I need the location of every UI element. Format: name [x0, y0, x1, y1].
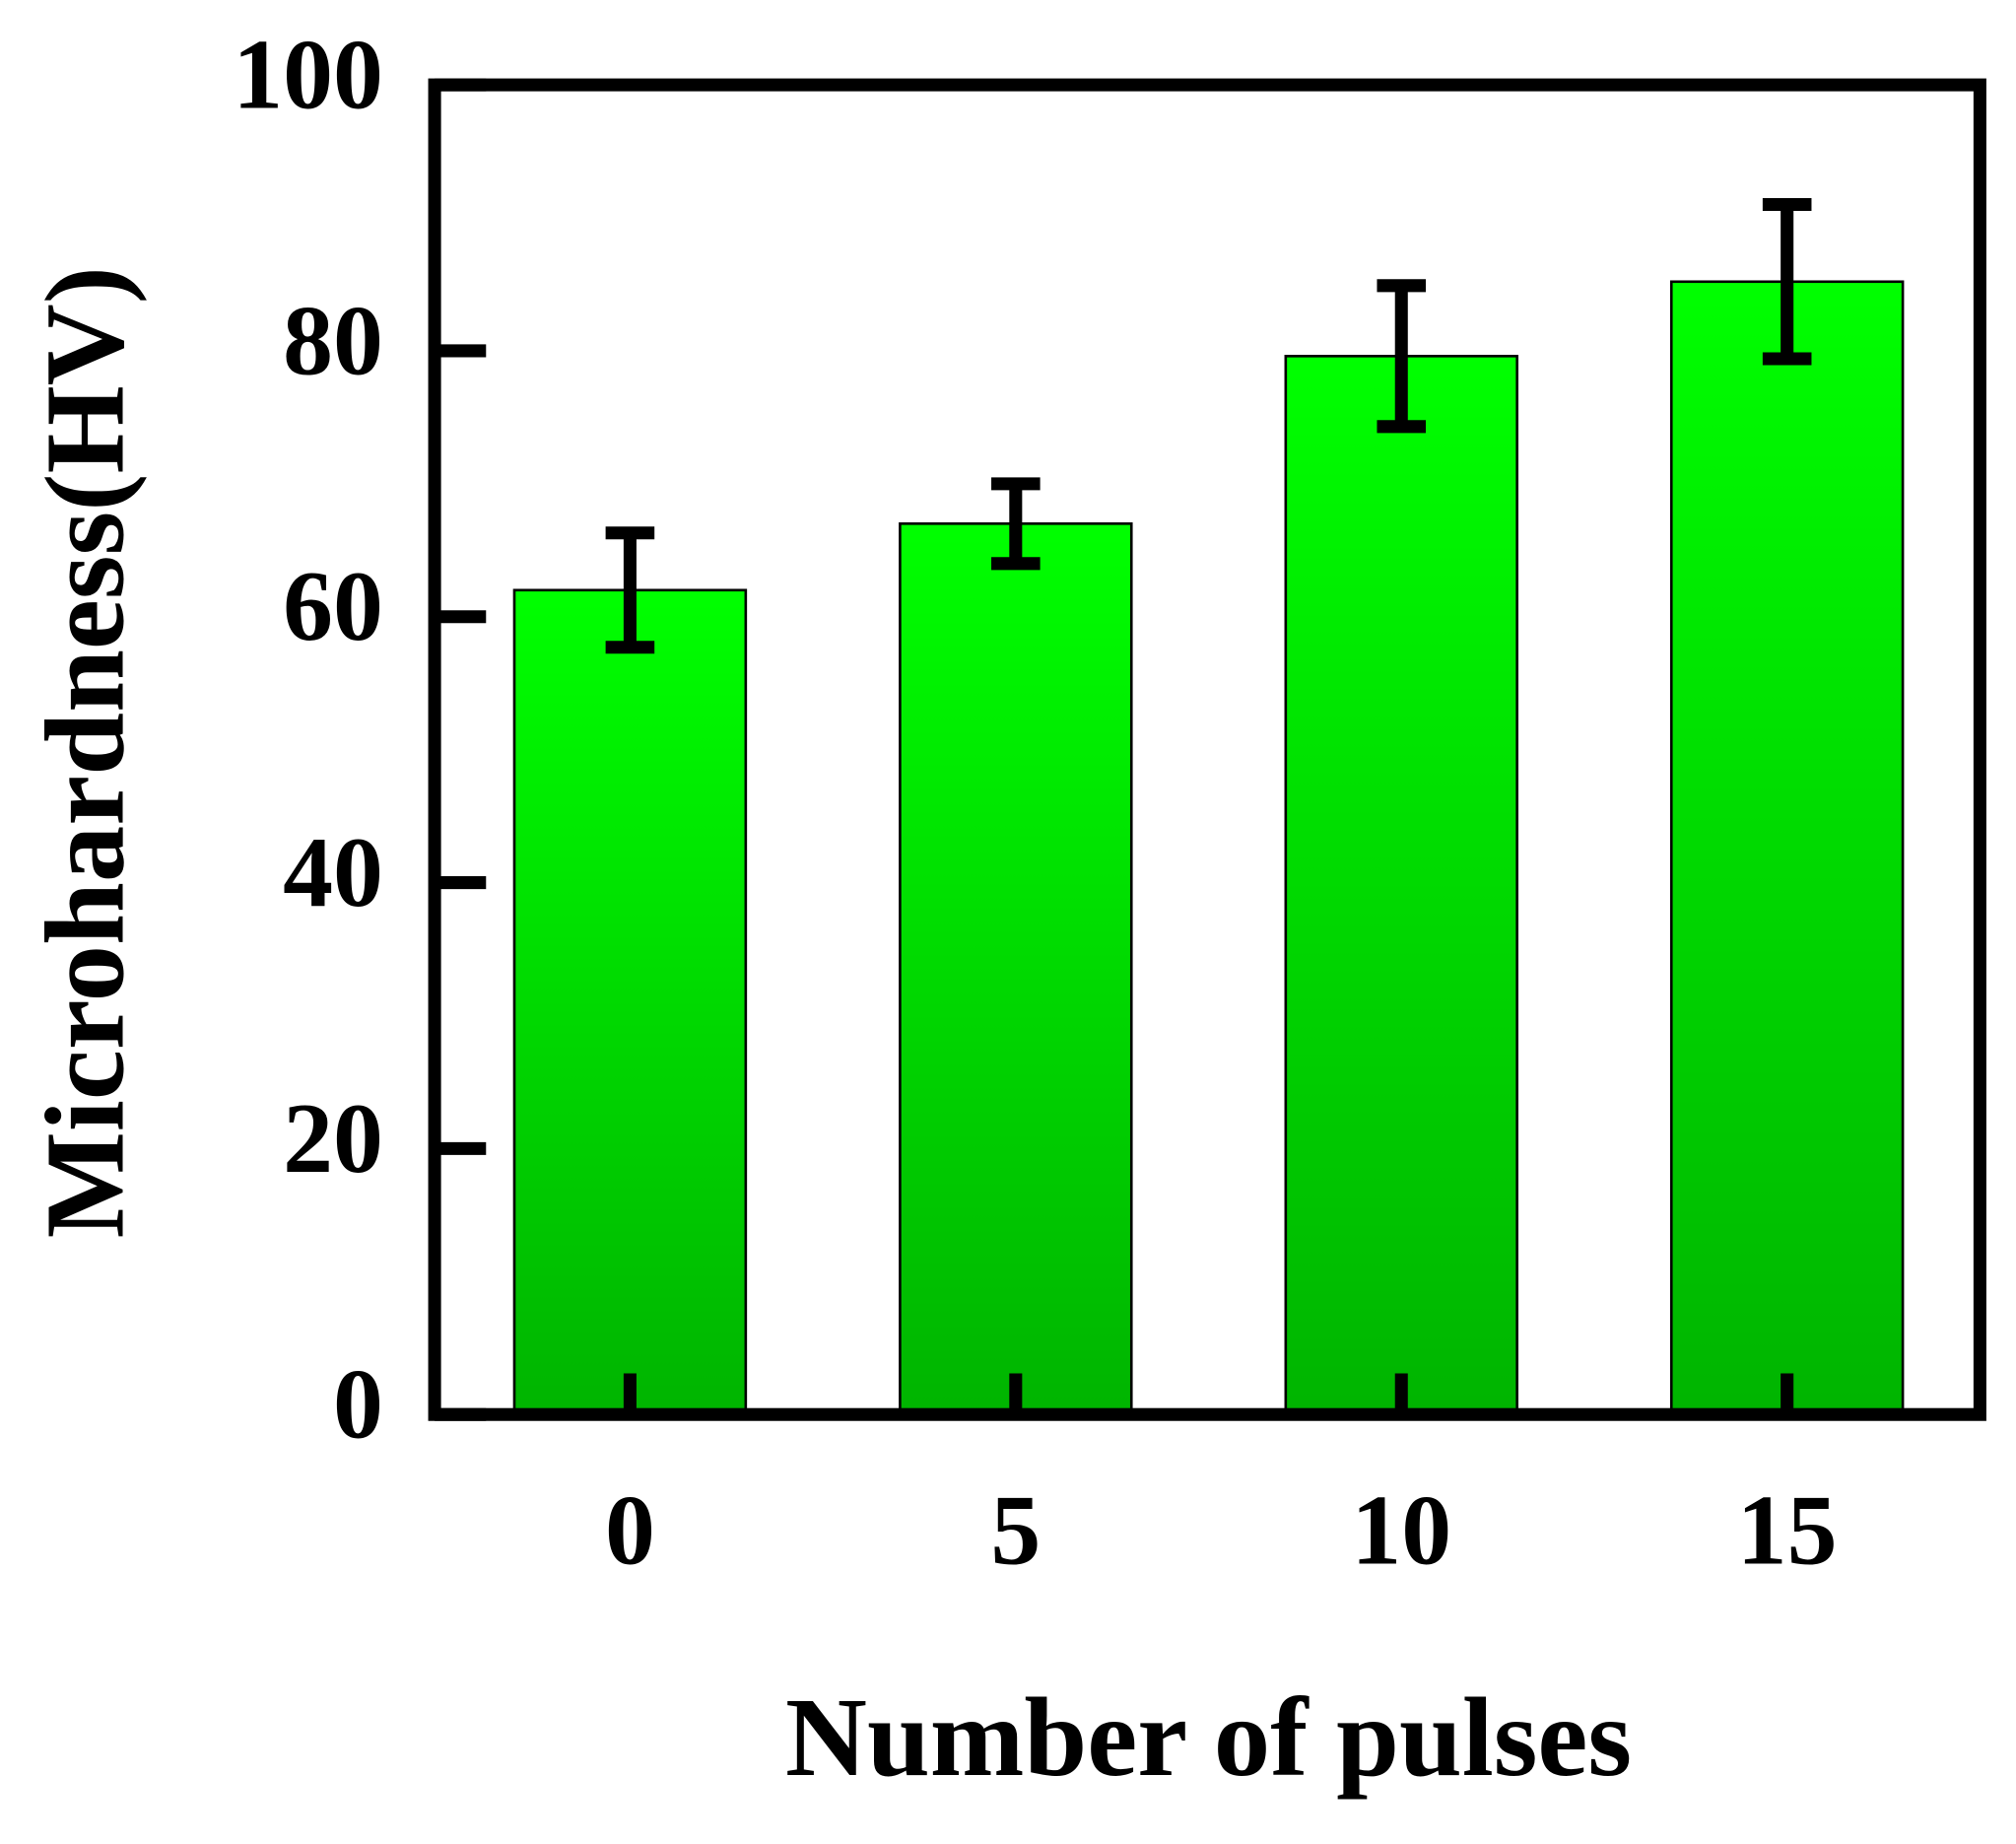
y-axis-title: Microhardness(HV) [22, 266, 147, 1238]
x-tick-label: 0 [605, 1474, 655, 1586]
x-tick-label: 5 [990, 1474, 1041, 1586]
bar [1669, 280, 1905, 1416]
y-tick-label: 40 [283, 817, 383, 928]
bar [512, 588, 748, 1416]
error-bar [1762, 198, 1812, 366]
y-tick-label: 100 [233, 19, 383, 130]
y-tick-label: 60 [283, 551, 383, 662]
plot-frame [428, 78, 1986, 1421]
error-bar [605, 526, 655, 654]
y-tick-label: 0 [333, 1349, 383, 1461]
x-tick-label: 10 [1351, 1474, 1451, 1586]
x-axis-title: Number of pulses [785, 1674, 1632, 1800]
bar [899, 522, 1133, 1416]
x-tick-label: 15 [1737, 1474, 1838, 1586]
error-bar [1377, 279, 1427, 434]
y-tick-label: 80 [283, 285, 383, 396]
bar [1284, 355, 1518, 1416]
y-tick-label: 20 [283, 1083, 383, 1195]
error-bar [991, 477, 1041, 571]
